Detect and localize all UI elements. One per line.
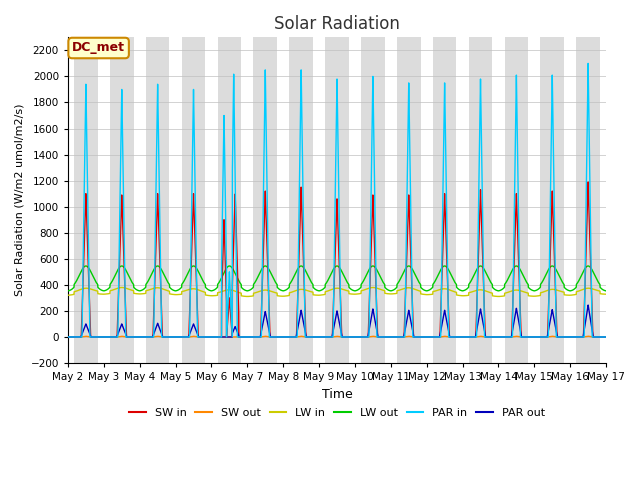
SW in: [497, 334, 504, 340]
LW in: [118, 285, 125, 290]
SW in: [64, 334, 72, 340]
PAR out: [483, 334, 491, 340]
Bar: [218, 37, 241, 363]
Line: LW out: LW out: [68, 266, 606, 291]
SW out: [92, 334, 100, 340]
X-axis label: Time: Time: [322, 388, 353, 401]
PAR in: [408, 253, 415, 259]
LW out: [483, 272, 491, 278]
PAR in: [92, 334, 100, 340]
Legend: SW in, SW out, LW in, LW out, PAR in, PAR out: SW in, SW out, LW in, LW out, PAR in, PA…: [125, 404, 549, 422]
SW out: [64, 334, 72, 340]
Bar: [253, 37, 277, 363]
LW in: [602, 291, 610, 297]
PAR out: [504, 334, 511, 340]
Bar: [289, 37, 313, 363]
LW in: [408, 285, 415, 291]
Bar: [146, 37, 170, 363]
PAR out: [64, 334, 72, 340]
LW out: [408, 265, 415, 271]
PAR in: [483, 334, 491, 340]
Bar: [361, 37, 385, 363]
Line: PAR out: PAR out: [68, 305, 606, 337]
PAR in: [584, 60, 592, 66]
Line: SW in: SW in: [68, 182, 606, 337]
SW in: [92, 334, 100, 340]
Bar: [74, 37, 98, 363]
Line: SW out: SW out: [68, 336, 606, 337]
PAR out: [584, 302, 592, 308]
Bar: [325, 37, 349, 363]
PAR in: [602, 334, 610, 340]
SW in: [584, 179, 592, 185]
PAR in: [497, 334, 504, 340]
SW in: [483, 334, 491, 340]
Text: DC_met: DC_met: [72, 41, 125, 55]
SW out: [497, 334, 504, 340]
LW out: [92, 279, 100, 285]
LW in: [243, 294, 251, 300]
SW out: [602, 334, 610, 340]
LW in: [92, 288, 100, 294]
Line: PAR in: PAR in: [68, 63, 606, 337]
LW in: [468, 289, 476, 295]
LW out: [468, 276, 476, 281]
LW in: [504, 289, 511, 295]
PAR out: [468, 334, 476, 340]
Bar: [540, 37, 564, 363]
SW in: [468, 334, 476, 340]
SW out: [408, 334, 415, 339]
PAR out: [408, 322, 415, 327]
Bar: [397, 37, 420, 363]
SW out: [584, 333, 592, 339]
LW out: [497, 288, 504, 293]
Bar: [182, 37, 205, 363]
SW in: [504, 334, 511, 340]
LW out: [64, 288, 72, 294]
LW in: [483, 288, 491, 294]
Bar: [110, 37, 134, 363]
PAR out: [602, 334, 610, 340]
Line: LW in: LW in: [68, 288, 606, 297]
PAR in: [64, 334, 72, 340]
LW in: [64, 292, 72, 298]
SW in: [602, 334, 610, 340]
SW out: [468, 334, 476, 340]
SW out: [483, 334, 491, 340]
SW out: [504, 334, 511, 340]
Y-axis label: Solar Radiation (W/m2 umol/m2/s): Solar Radiation (W/m2 umol/m2/s): [15, 104, 25, 297]
Title: Solar Radiation: Solar Radiation: [274, 15, 400, 33]
SW in: [408, 274, 415, 280]
LW out: [504, 276, 511, 282]
PAR in: [504, 334, 511, 340]
PAR out: [92, 334, 100, 340]
LW out: [602, 288, 610, 294]
PAR out: [497, 334, 504, 340]
LW in: [497, 293, 504, 299]
Bar: [433, 37, 456, 363]
Bar: [468, 37, 492, 363]
Bar: [576, 37, 600, 363]
Bar: [504, 37, 528, 363]
LW out: [82, 263, 90, 269]
PAR in: [468, 334, 476, 340]
